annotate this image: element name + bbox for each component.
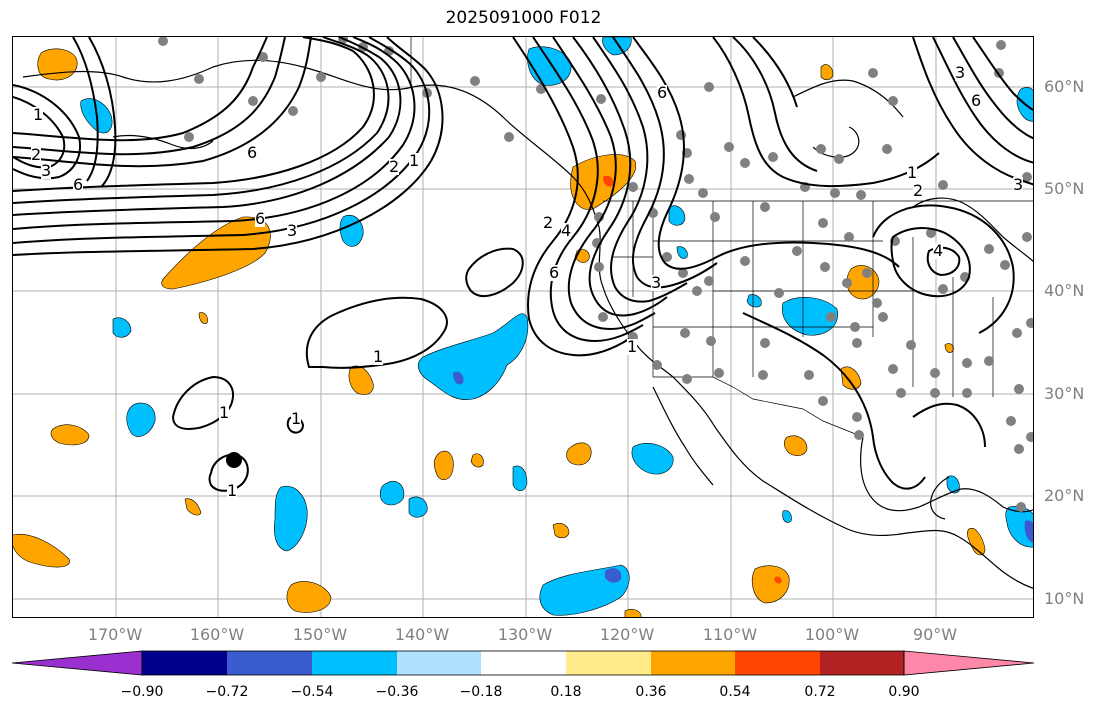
colorbar-tick: −0.18 (459, 684, 503, 700)
colorbar-segment-orange (651, 651, 735, 675)
map-canvas (13, 37, 1033, 617)
contour-label: 3 (651, 273, 662, 292)
borders (410, 37, 1033, 438)
lat-label-20n: 20°N (1044, 486, 1085, 505)
colorbar-segment-orangered (735, 651, 820, 675)
contour-label: 6 (247, 143, 258, 162)
lat-label-50n: 50°N (1044, 179, 1085, 198)
colorbar-tick: 0.36 (635, 684, 667, 700)
lon-label-120w: 120°W (599, 625, 655, 644)
storm-center-marker (226, 452, 242, 468)
lat-label-30n: 30°N (1044, 384, 1085, 403)
plot-title: 2025091000 F012 (445, 8, 602, 28)
strong-negative-fills (453, 371, 1033, 583)
contour-label: 1 (627, 337, 638, 356)
contour-label: 6 (971, 91, 982, 110)
station-markers (158, 37, 1033, 512)
contour-label: 2 (31, 145, 42, 164)
contour-label: 6 (255, 209, 266, 228)
colorbar-frame (141, 650, 905, 676)
colorbar-tick: 0.54 (719, 684, 751, 700)
lon-label-150w: 150°W (292, 625, 348, 644)
lon-label-170w: 170°W (87, 625, 143, 644)
contour-label: 3 (1013, 175, 1024, 194)
colorbar-segment-lightyellow (566, 651, 651, 675)
contour-label: 1 (373, 347, 384, 366)
lon-label-90w: 90°W (912, 625, 958, 644)
lon-label-110w: 110°W (702, 625, 758, 644)
contour-label: 1 (227, 481, 238, 500)
colorbar-tick: −0.54 (290, 684, 334, 700)
colorbar-tick: −0.72 (205, 684, 249, 700)
lon-label-100w: 100°W (804, 625, 860, 644)
contour-label: 4 (561, 221, 572, 240)
colorbar-segment-firebrick (820, 651, 904, 675)
colorbar-tick: 0.90 (888, 684, 920, 700)
lon-label-140w: 140°W (394, 625, 450, 644)
contour-label: 1 (291, 409, 302, 428)
contour-label: 4 (933, 241, 944, 260)
contour-label: 2 (913, 181, 924, 200)
colorbar-segment-purple (12, 650, 143, 676)
colorbar-segment-navy (142, 651, 227, 675)
contour-label: 6 (657, 83, 668, 102)
contour-label: 1 (907, 163, 918, 182)
contour-label: 1 (409, 151, 420, 170)
colorbar-tick: 0.18 (550, 684, 582, 700)
strong-positive-fills (603, 175, 782, 584)
contour-label: 3 (41, 161, 52, 180)
colorbar (12, 650, 1035, 676)
lon-label-160w: 160°W (189, 625, 245, 644)
contour-label-layer: 1 2 3 6 6 6 3 2 1 1 2 4 6 6 3 1 1 3 2 1 … (13, 37, 1033, 617)
contour-label: 2 (389, 157, 400, 176)
contour-lines (13, 37, 1033, 492)
lat-label-60n: 60°N (1044, 77, 1085, 96)
colorbar-tick: −0.36 (375, 684, 419, 700)
contour-label: 6 (73, 175, 84, 194)
contour-label: 3 (287, 221, 298, 240)
contour-label: 6 (549, 263, 560, 282)
contour-label: 1 (219, 403, 230, 422)
lat-label-10n: 10°N (1044, 589, 1085, 608)
contour-label: 3 (955, 63, 966, 82)
contour-label: 1 (33, 105, 44, 124)
colorbar-segment-pink (903, 650, 1035, 676)
colorbar-segment-lightblue (397, 651, 481, 675)
colorbar-segment-royalblue (227, 651, 312, 675)
colorbar-tick: −0.90 (120, 684, 164, 700)
colorbar-segment-white (481, 651, 566, 675)
map-panel: 1 2 3 6 6 6 3 2 1 1 2 4 6 6 3 1 1 3 2 1 … (12, 36, 1034, 618)
colorbar-segment-deepskyblue (312, 651, 397, 675)
lon-label-130w: 130°W (497, 625, 553, 644)
lat-label-40n: 40°N (1044, 281, 1085, 300)
contour-label: 2 (543, 213, 554, 232)
colorbar-tick: 0.72 (804, 684, 836, 700)
